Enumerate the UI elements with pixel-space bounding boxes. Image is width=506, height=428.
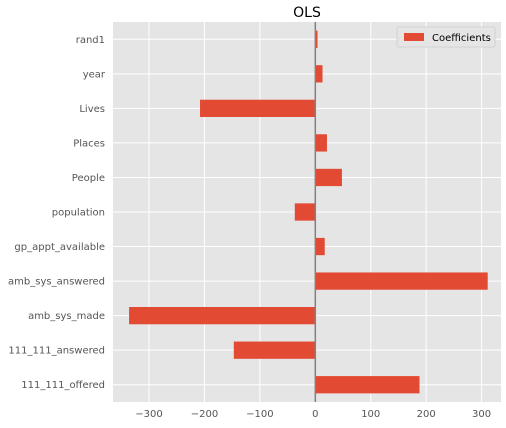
x-tick-label: −300 xyxy=(135,409,162,420)
bar-111-111-offered xyxy=(315,376,419,393)
y-tick-label: Lives xyxy=(79,104,105,115)
y-tick-label: year xyxy=(83,69,106,80)
bar-places xyxy=(315,134,327,151)
y-tick-label: Places xyxy=(73,138,105,149)
x-tick-label: −100 xyxy=(246,409,273,420)
x-tick-label: 100 xyxy=(361,409,380,420)
x-tick-label: −200 xyxy=(191,409,218,420)
bar-people xyxy=(315,169,342,186)
legend-swatch xyxy=(404,33,424,41)
bar-amb-sys-made xyxy=(129,307,315,324)
y-tick-label: gp_appt_available xyxy=(14,242,105,253)
x-tick-label: 200 xyxy=(417,409,436,420)
y-tick-label: People xyxy=(72,173,105,184)
y-tick-label: 111_111_answered xyxy=(8,346,105,357)
bar-year xyxy=(315,65,322,82)
chart-title: OLS xyxy=(293,5,321,21)
y-tick-label: 111_111_offered xyxy=(21,380,105,391)
legend-label: Coefficients xyxy=(432,33,491,44)
bar-population xyxy=(295,203,316,220)
y-tick-label: population xyxy=(52,208,105,219)
y-tick-label: amb_sys_answered xyxy=(8,277,105,288)
bar-lives xyxy=(200,100,315,117)
bar-111-111-answered xyxy=(234,342,315,359)
x-tick-label: 300 xyxy=(472,409,491,420)
y-tick-label: rand1 xyxy=(76,35,105,46)
bar-amb-sys-answered xyxy=(315,272,487,289)
x-tick-labels: −300 −200 −100 0 100 200 300 xyxy=(135,409,491,420)
y-tick-label: amb_sys_made xyxy=(28,311,105,322)
legend: Coefficients xyxy=(397,27,495,47)
bar-gp-appt-available xyxy=(315,238,324,255)
y-tick-labels: 111_111_offered 111_111_answered amb_sys_m… xyxy=(8,35,106,391)
x-tick-label: 0 xyxy=(312,409,318,420)
